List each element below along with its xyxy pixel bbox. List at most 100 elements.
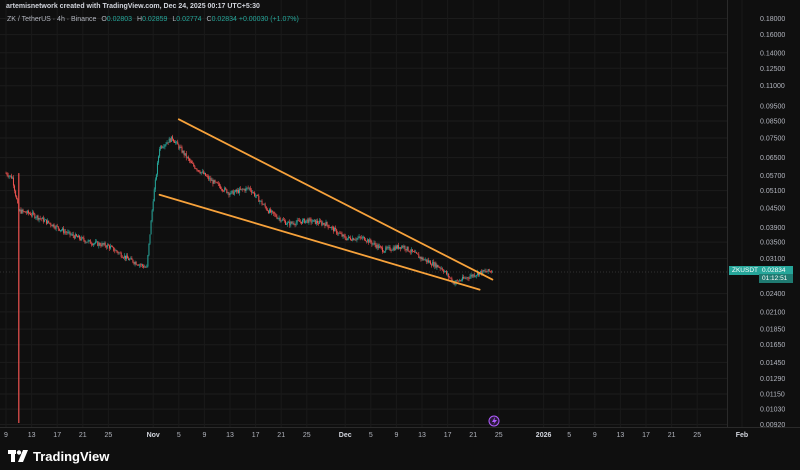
candle [367,238,369,243]
candle [161,145,163,149]
candle [287,221,289,227]
candle [172,138,174,143]
candle [310,217,312,226]
candle [33,210,35,216]
candle [318,220,320,226]
candle [416,251,418,255]
candle [378,243,380,249]
y-tick-label: 0.03900 [760,225,785,232]
candle [199,170,201,175]
candle [212,178,214,187]
falling-wedge-lower[interactable] [158,193,481,291]
axis-separator [727,0,728,427]
candle [312,219,314,222]
candle [110,243,112,250]
candle [438,265,440,269]
candle [49,222,51,225]
candle [230,190,232,195]
x-tick-label: 25 [495,432,503,439]
candle [185,150,187,161]
candle [286,222,288,225]
candle [247,185,249,190]
candle [261,199,263,206]
candle [289,219,291,228]
low-value: 0.02774 [176,16,202,23]
candle [331,225,333,230]
candle [14,184,16,194]
candle [297,218,299,222]
candle [426,258,428,264]
candle [432,259,434,266]
candle [40,218,42,222]
candle [366,240,368,244]
candle [176,140,178,145]
candle [389,245,391,251]
y-tick-label: 0.06500 [760,155,785,162]
falling-wedge-upper[interactable] [177,118,494,281]
candle [150,219,152,235]
candle [383,250,385,253]
candle [105,245,107,250]
candle [283,218,285,223]
candle [393,245,395,251]
y-tick-label: 0.18000 [760,16,785,23]
candle [396,244,398,250]
candle [471,273,473,278]
candle [467,276,469,281]
candle [21,208,23,215]
candle [151,209,153,223]
price-axis[interactable]: 0.18000 0.16000 0.14000 0.12500 0.11000 0.095… [727,0,785,429]
candle [446,270,448,276]
candle [39,215,41,221]
candle [412,250,414,253]
ohlc-legend[interactable]: ZK / TetherUS · 4h · Binance O0.02803 H0… [7,16,299,23]
candle [279,216,281,223]
candle [293,221,295,226]
candle [183,150,185,158]
lightning-icon[interactable] [488,415,500,427]
candle [198,170,200,173]
candle [188,157,190,164]
candle [179,145,181,151]
candle [404,245,406,252]
candle [72,231,74,239]
candle [209,175,211,182]
candle [89,239,91,244]
candle [263,203,265,206]
candle [276,214,278,220]
candle [441,267,443,271]
chart-annotations[interactable] [158,118,494,291]
candle [149,234,151,245]
tradingview-logo[interactable]: TradingView [0,442,800,470]
candle [241,188,243,191]
candle [335,225,337,232]
candle [135,261,137,265]
candle [206,174,208,177]
candle [28,212,30,215]
symbol-title[interactable]: ZK / TetherUS · 4h · Binance [7,16,97,23]
candle [60,229,62,232]
candle [458,278,460,282]
candle [201,168,203,174]
candle [24,211,26,213]
time-axis[interactable]: 9 13 17 21 25 Nov 5 9 13 17 21 25 Dec 5 9 13 17 21 25 2026 5… [0,427,800,439]
candle [116,249,118,254]
candle [435,261,437,269]
y-tick-label: 0.00920 [760,422,785,429]
candle [55,224,57,232]
candle [411,249,413,253]
candle [100,242,102,248]
candle [168,136,170,143]
candle [299,219,301,224]
price-candles [5,134,493,424]
candle [350,235,352,241]
candle [311,219,313,225]
tradingview-icon [8,449,28,463]
candle [470,272,472,279]
open-value: 0.02803 [106,16,133,23]
candle [140,263,142,267]
candle [460,278,462,282]
candle [442,268,444,274]
candle [235,188,237,194]
